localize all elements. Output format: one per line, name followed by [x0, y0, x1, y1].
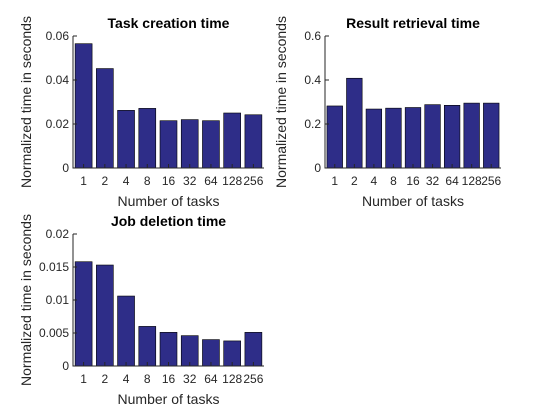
y-axis-label: Normalized time in seconds — [273, 16, 289, 188]
bar-256 — [244, 332, 263, 367]
y-tick-label: 0.015 — [39, 260, 69, 274]
y-tick-label: 0 — [62, 359, 69, 373]
y-tick-label: 0.005 — [39, 326, 69, 340]
y-axis-label: Normalized time in seconds — [18, 16, 34, 188]
bar-64 — [443, 105, 461, 169]
bar-1 — [326, 105, 343, 169]
x-tick-label: 4 — [371, 174, 378, 188]
bar-256 — [244, 114, 263, 169]
chart-title: Result retrieval time — [346, 15, 480, 31]
x-tick-label: 128 — [222, 372, 242, 386]
bar-16 — [404, 107, 422, 169]
x-tick-label: 1 — [331, 174, 338, 188]
y-tick-label: 0.02 — [46, 117, 70, 131]
x-axis-label: Number of tasks — [362, 193, 464, 209]
bar-32 — [180, 335, 199, 367]
x-tick-label: 32 — [183, 372, 197, 386]
y-tick-label: 0.06 — [46, 29, 70, 43]
bar-1 — [74, 43, 93, 169]
x-tick-label: 8 — [144, 174, 151, 188]
y-tick-label: 0 — [62, 161, 69, 175]
x-tick-label: 64 — [204, 372, 218, 386]
y-tick-label: 0.4 — [304, 73, 321, 87]
chart-panel-1: 0 0.02 0.04 0.06 1 2 4 8 16 32 64 128 256 Task creati… — [18, 15, 264, 209]
bar-32 — [180, 119, 199, 169]
x-tick-label: 256 — [243, 372, 263, 386]
x-tick-label: 2 — [101, 372, 108, 386]
bar-256 — [483, 102, 500, 169]
y-tick-label: 0.2 — [304, 117, 321, 131]
x-tick-label: 256 — [481, 174, 501, 188]
bar-4 — [117, 110, 135, 169]
bar-2 — [96, 68, 114, 169]
y-tick-label: 0.6 — [304, 29, 321, 43]
y-tick-label: 0.01 — [46, 293, 70, 307]
x-tick-label: 64 — [445, 174, 459, 188]
bar-8 — [138, 326, 157, 367]
x-tick-label: 256 — [243, 174, 263, 188]
y-tick-label: 0.02 — [46, 227, 70, 241]
bar-2 — [96, 264, 114, 367]
bar-32 — [424, 104, 441, 169]
x-tick-label: 128 — [222, 174, 242, 188]
x-tick-label: 32 — [426, 174, 440, 188]
bar-128 — [463, 102, 480, 169]
x-tick-label: 4 — [123, 174, 130, 188]
x-tick-label: 1 — [80, 372, 87, 386]
x-axis-label: Number of tasks — [118, 391, 220, 407]
chart-title: Task creation time — [108, 15, 230, 31]
x-tick-label: 2 — [101, 174, 108, 188]
x-tick-label: 8 — [144, 372, 151, 386]
bar-128 — [223, 112, 241, 169]
bar-8 — [385, 107, 402, 169]
x-axis-label: Number of tasks — [118, 193, 220, 209]
bar-16 — [159, 332, 178, 367]
bar-1 — [74, 261, 93, 367]
bar-4 — [117, 295, 135, 367]
x-tick-label: 8 — [390, 174, 397, 188]
chart-title: Job deletion time — [111, 213, 226, 229]
x-tick-label: 2 — [351, 174, 358, 188]
bar-16 — [159, 120, 178, 169]
x-tick-label: 16 — [162, 174, 176, 188]
bar-2 — [346, 77, 363, 169]
x-tick-label: 128 — [462, 174, 482, 188]
chart-panel-3: 0 0.005 0.01 0.015 0.02 1 2 4 8 16 32 64 128 256 Job d… — [18, 213, 264, 407]
x-tick-label: 16 — [406, 174, 420, 188]
x-tick-label: 4 — [123, 372, 130, 386]
x-tick-label: 16 — [162, 372, 176, 386]
x-tick-label: 1 — [80, 174, 87, 188]
y-tick-label: 0.04 — [46, 73, 70, 87]
y-tick-label: 0 — [314, 161, 321, 175]
y-axis-label: Normalized time in seconds — [18, 214, 34, 386]
bar-4 — [365, 108, 383, 169]
x-tick-label: 32 — [183, 174, 197, 188]
bar-8 — [138, 108, 157, 169]
x-tick-label: 64 — [204, 174, 218, 188]
bar-64 — [202, 120, 220, 169]
chart-panel-2: 0 0.2 0.4 0.6 1 2 4 8 16 32 64 128 256 Result retriev… — [273, 15, 502, 209]
